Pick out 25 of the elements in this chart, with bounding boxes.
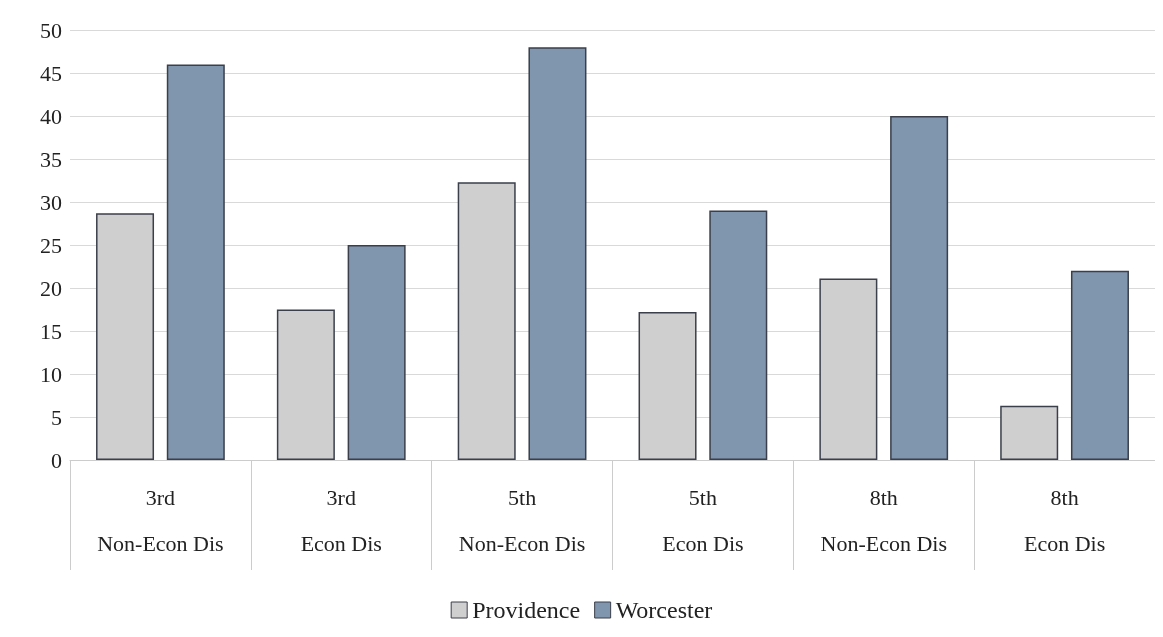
y-tick-label: 45	[40, 60, 62, 86]
bar	[1070, 270, 1129, 460]
legend-label: Providence	[472, 597, 581, 623]
y-tick-label: 10	[40, 361, 62, 387]
y-tick-label: 20	[40, 275, 62, 301]
bar	[166, 64, 225, 460]
x-tick-label: 5th Non-Econ Dis	[458, 484, 586, 556]
legend-label: Worcester	[615, 597, 713, 623]
x-tick-label: 5th Econ Dis	[662, 484, 744, 556]
bar	[347, 245, 406, 460]
y-tick-label: 5	[51, 404, 62, 430]
x-tick-label: 3rd Econ Dis	[300, 484, 382, 556]
y-tick-label: 40	[40, 103, 62, 129]
y-tick-label: 15	[40, 318, 62, 344]
y-tick-label: 50	[40, 17, 62, 43]
x-tick-label: 8th Non-Econ Dis	[820, 484, 947, 556]
x-tick-label: 8th Econ Dis	[1023, 484, 1106, 556]
y-tick-label: 25	[40, 232, 62, 258]
y-tick-label: 0	[51, 447, 62, 473]
bar	[709, 210, 768, 460]
bar	[890, 116, 949, 460]
y-tick-label: 30	[40, 189, 62, 215]
y-tick-label: 35	[40, 146, 62, 172]
bar	[528, 47, 587, 460]
x-tick-label: 3rd Non-Econ Dis	[97, 484, 224, 556]
